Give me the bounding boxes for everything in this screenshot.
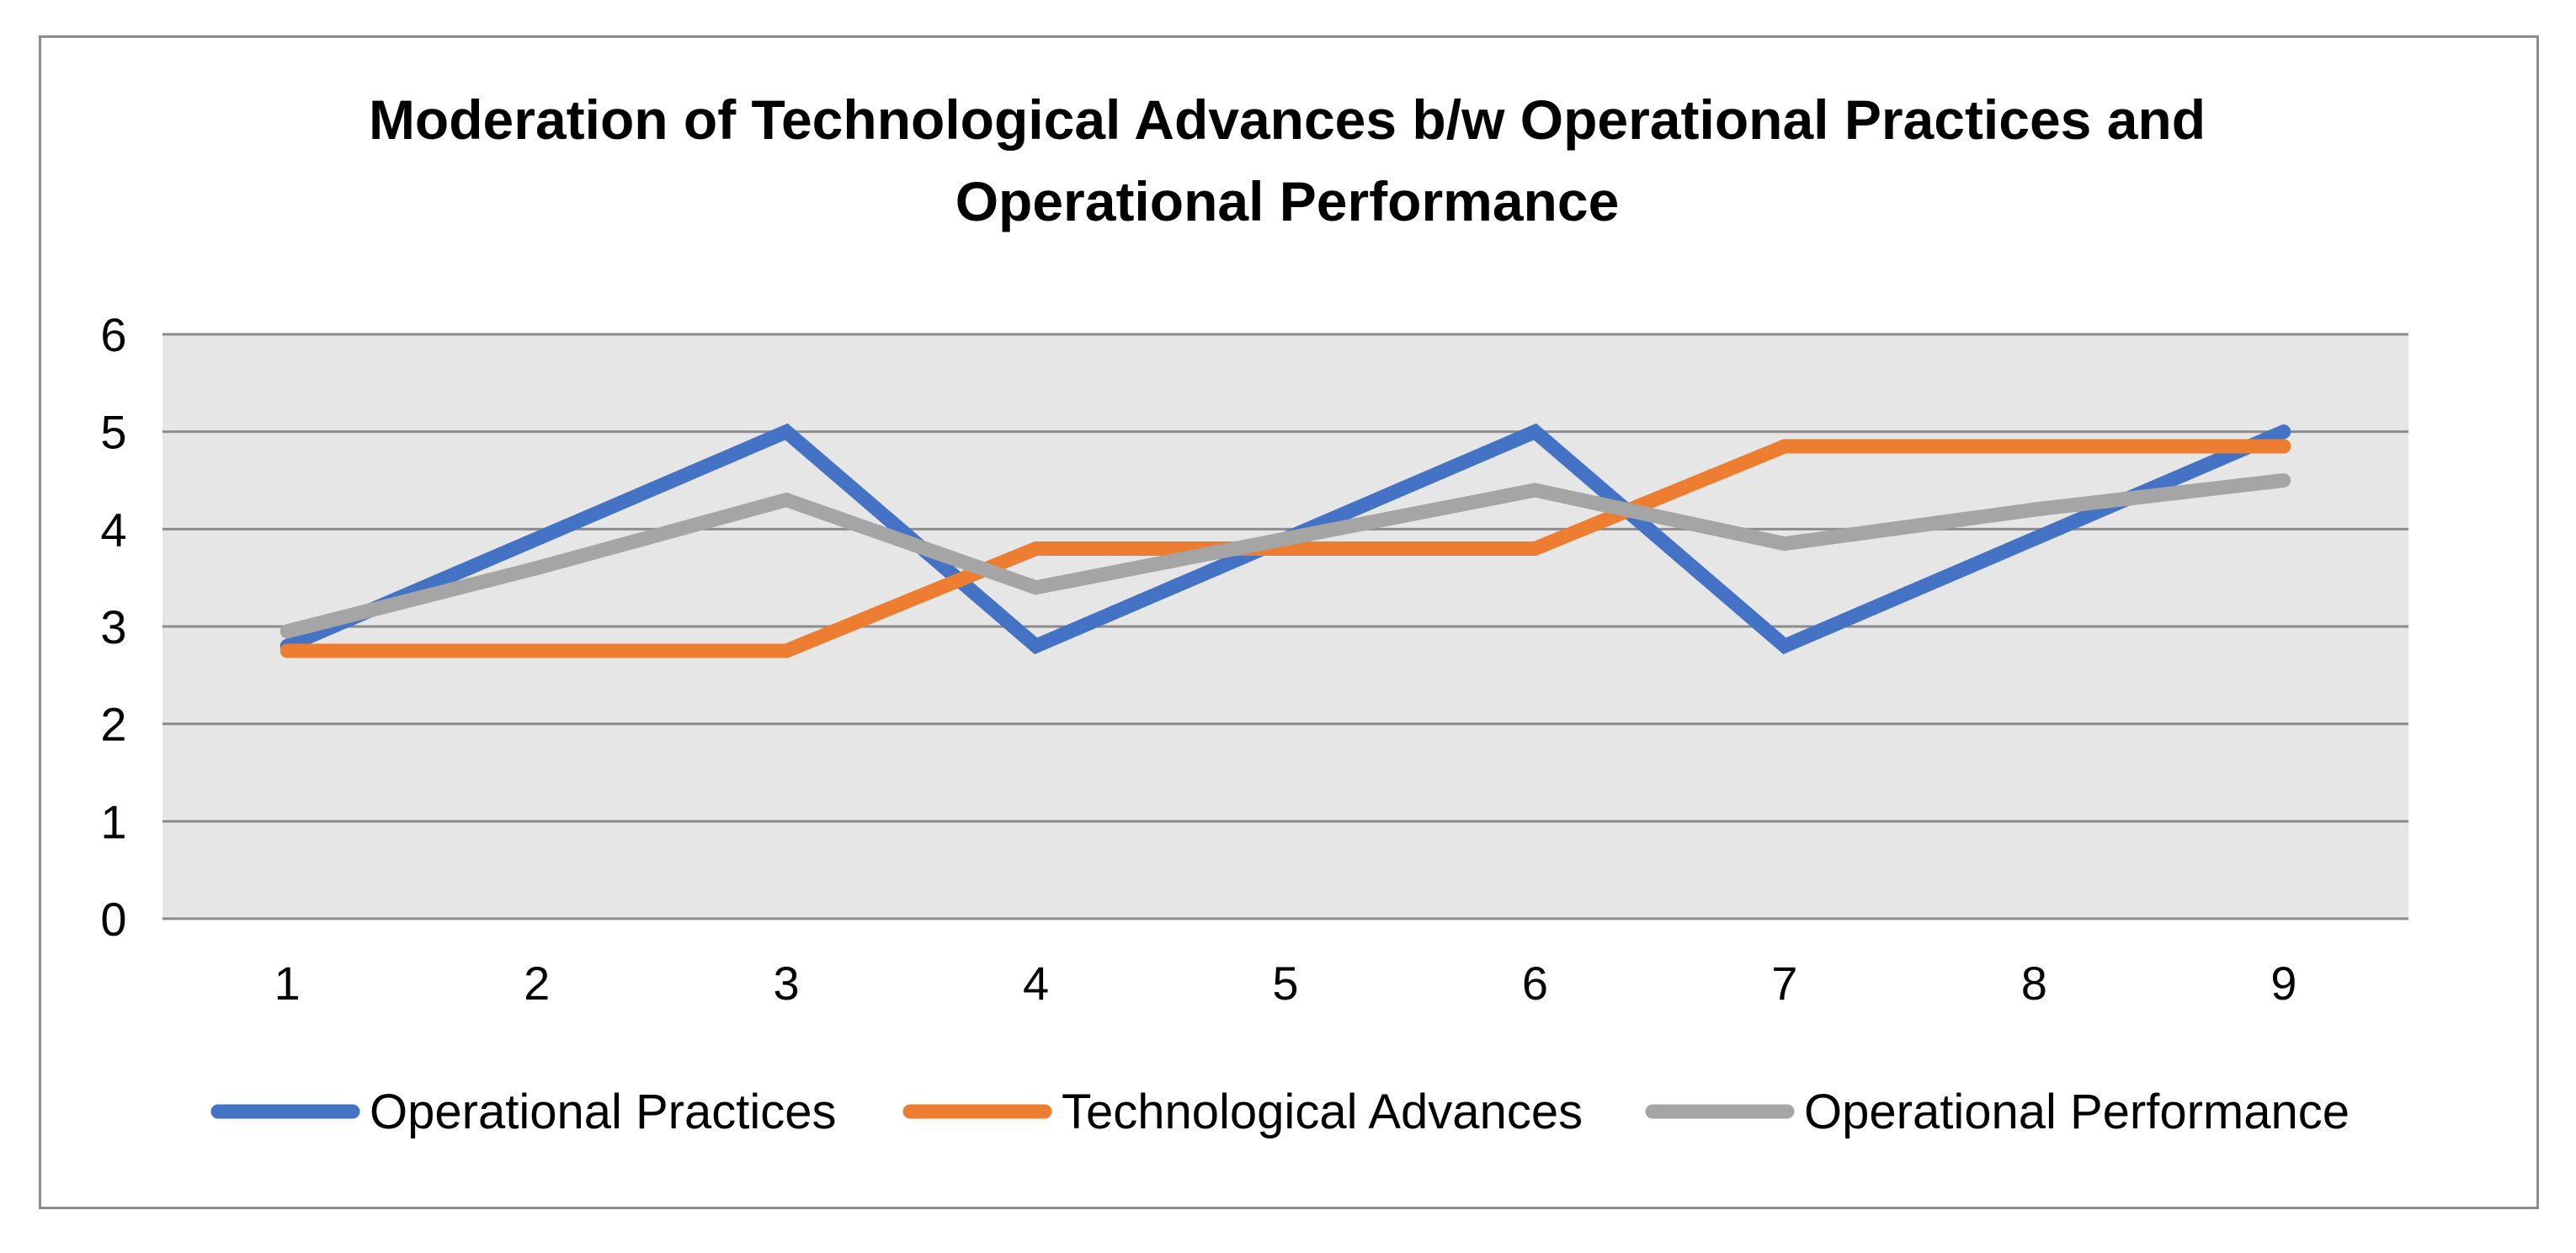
x-tick-label-5: 5 — [1272, 957, 1298, 1010]
chart-svg: Moderation of Technological Advances b/w… — [100, 88, 2408, 1139]
x-tick-label-1: 1 — [274, 957, 301, 1010]
legend: Operational Practices Technological Advan… — [210, 1085, 2350, 1139]
y-tick-label-4: 4 — [100, 503, 126, 556]
y-tick-label-2: 2 — [100, 698, 126, 751]
x-tick-label-9: 9 — [2270, 957, 2297, 1010]
y-tick-label-3: 3 — [100, 600, 126, 653]
x-tick-label-3: 3 — [774, 957, 800, 1010]
x-tick-label-6: 6 — [1522, 957, 1548, 1010]
y-tick-label-0: 0 — [100, 893, 126, 946]
chart-title-line-2: Operational Performance — [955, 170, 1620, 232]
legend-label-operational-practices: Operational Practices — [370, 1085, 836, 1139]
chart-frame: Moderation of Technological Advances b/w… — [39, 35, 2539, 1209]
plot-area: 0 1 2 3 4 5 6 1 2 3 4 5 6 7 8 9 — [100, 308, 2408, 1010]
y-tick-label-1: 1 — [100, 795, 126, 848]
x-tick-label-7: 7 — [1771, 957, 1797, 1010]
y-tick-label-6: 6 — [100, 308, 126, 361]
chart-title-line-1: Moderation of Technological Advances b/w… — [369, 88, 2206, 151]
x-tick-label-2: 2 — [524, 957, 550, 1010]
x-tick-label-4: 4 — [1023, 957, 1049, 1010]
legend-label-technological-advances: Technological Advances — [1062, 1085, 1583, 1139]
legend-label-operational-performance: Operational Performance — [1804, 1085, 2350, 1139]
x-tick-label-8: 8 — [2021, 957, 2047, 1010]
y-tick-label-5: 5 — [100, 406, 126, 459]
